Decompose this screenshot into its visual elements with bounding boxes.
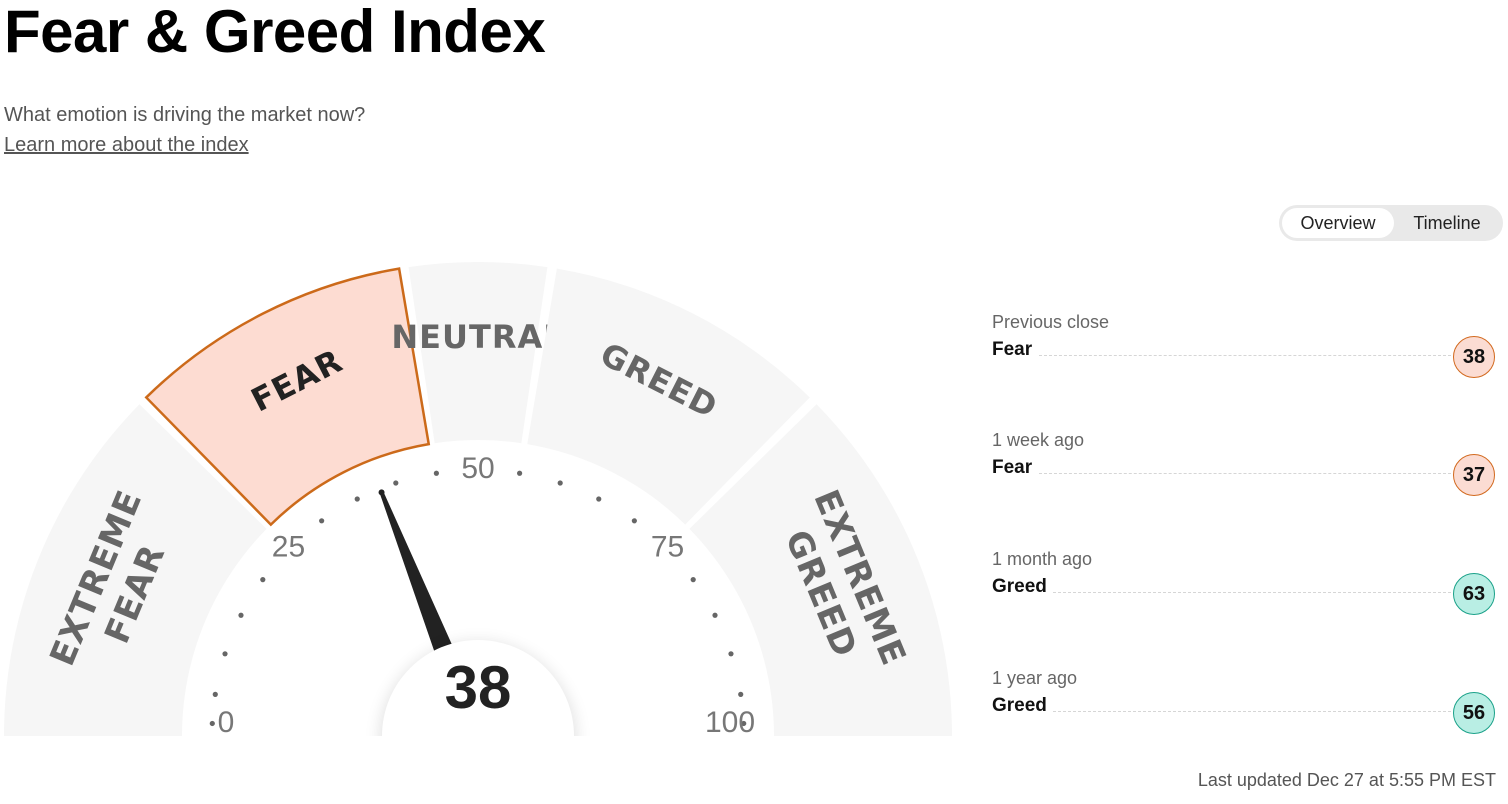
gauge-tick-dot xyxy=(557,480,563,486)
gauge-tick-dot xyxy=(212,691,218,697)
history-divider xyxy=(1039,355,1451,356)
history-divider xyxy=(1053,711,1451,712)
history-label: Previous close xyxy=(992,312,1110,332)
history-label: 1 week ago xyxy=(992,430,1085,450)
gauge-scale-label: 50 xyxy=(461,452,494,485)
history-item-1-month: 1 month ago Greed 63 xyxy=(991,549,1499,629)
gauge-value: 38 xyxy=(445,654,512,721)
history-value-badge: 38 xyxy=(1453,336,1495,378)
history-item-previous-close: Previous close Fear 38 xyxy=(991,312,1499,392)
gauge-tick-dot xyxy=(238,612,244,618)
gauge-tick-dot xyxy=(631,518,637,524)
history-label: 1 month ago xyxy=(992,549,1093,569)
gauge-tick-dot xyxy=(517,470,523,476)
gauge-tick-dot xyxy=(222,651,228,657)
gauge-needle xyxy=(379,491,458,664)
gauge-scale-label: 25 xyxy=(272,530,305,563)
history-item-1-year: 1 year ago Greed 56 xyxy=(991,668,1499,748)
tab-overview[interactable]: Overview xyxy=(1282,208,1394,238)
page-title: Fear & Greed Index xyxy=(4,0,546,65)
gauge-tick-dot xyxy=(209,720,215,727)
history-divider xyxy=(1039,473,1451,474)
gauge-tick-dot xyxy=(596,496,602,502)
gauge-segment-extreme-fear xyxy=(4,404,267,736)
gauge-tick-dot xyxy=(433,470,439,476)
gauge-tick-dot xyxy=(690,577,696,583)
gauge-scale-label: 75 xyxy=(651,530,684,563)
gauge-segment-extreme-greed xyxy=(689,404,952,736)
history-rating: Fear xyxy=(992,457,1033,478)
page-subtitle: What emotion is driving the market now? xyxy=(4,104,366,126)
gauge-segment-fear xyxy=(144,267,431,527)
gauge-tick-dot xyxy=(741,720,747,727)
gauge-tick-dot xyxy=(728,651,734,657)
gauge-segment-greed xyxy=(527,268,810,525)
gauge-tick-dot xyxy=(393,480,399,486)
gauge-scale-label: 0 xyxy=(218,706,235,739)
gauge-hub xyxy=(382,640,574,736)
history-label: 1 year ago xyxy=(992,668,1078,688)
history-value-badge: 63 xyxy=(1453,573,1495,615)
history-rating: Greed xyxy=(992,695,1047,716)
gauge-tick-dot xyxy=(260,577,266,583)
history-item-1-week: 1 week ago Fear 37 xyxy=(991,430,1499,510)
learn-more-link[interactable]: Learn more about the index xyxy=(4,134,249,156)
gauge-tick-dot xyxy=(319,518,325,524)
gauge-tick-dot xyxy=(738,691,744,697)
gauge-tick-dot xyxy=(354,496,360,502)
history-value-badge: 37 xyxy=(1453,454,1495,496)
gauge-segment-neutral xyxy=(408,262,548,444)
history-rating: Fear xyxy=(992,339,1033,360)
gauge-scale-label: 100 xyxy=(705,706,755,739)
view-toggle: Overview Timeline xyxy=(1279,205,1503,241)
tab-timeline[interactable]: Timeline xyxy=(1413,212,1481,233)
gauge-tick-dot xyxy=(712,612,718,618)
history-value-badge: 56 xyxy=(1453,692,1495,734)
history-divider xyxy=(1053,592,1451,593)
history-rating: Greed xyxy=(992,576,1047,597)
last-updated-text: Last updated Dec 27 at 5:55 PM EST xyxy=(1197,770,1496,790)
gauge-segment-label: NEUTRAL xyxy=(391,318,564,356)
gauge-needle-tip xyxy=(378,489,385,496)
